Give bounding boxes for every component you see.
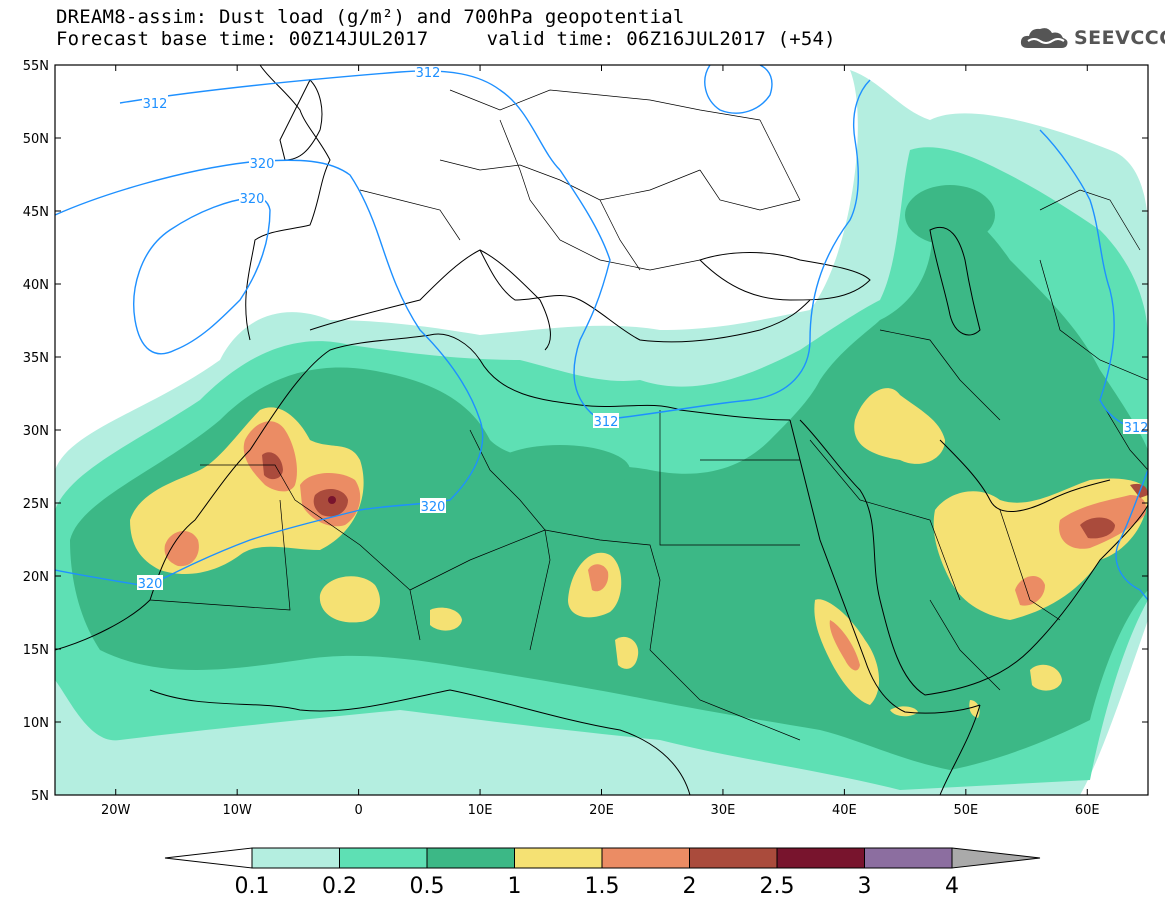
lon-tick-label: 50E <box>953 803 978 818</box>
svg-text:320: 320 <box>421 500 446 515</box>
contour-labels: 312 320 320 312 320 320 312 312 <box>137 64 1149 592</box>
colorbar-tick-label: 4 <box>945 874 959 899</box>
coastline-red-sea <box>789 419 981 714</box>
lon-tick-label: 20E <box>589 803 614 818</box>
lat-tick-label: 30N <box>23 424 49 439</box>
lat-tick-label: 50N <box>23 132 49 147</box>
contour-label: 320 <box>249 155 275 172</box>
lat-tick-label: 15N <box>23 643 49 658</box>
country-borders <box>149 89 1148 741</box>
coastline-italy <box>479 249 551 351</box>
lat-tick-label: 10N <box>23 716 49 731</box>
colorbar-over-triangle <box>951 847 1041 869</box>
map-axes: 20W 10W 0 10E 20E 30E 40E 50E 60E 55N 50N 45N 40N 35N… <box>23 59 1148 818</box>
coastline-caspian <box>929 226 981 336</box>
contour-label: 312 <box>142 95 168 112</box>
svg-text:320: 320 <box>138 577 163 592</box>
contour-label: 312 <box>1123 419 1149 436</box>
forecast-time-subtitle: Forecast base time: 00Z14JUL2017 valid t… <box>56 28 836 50</box>
lon-tick-label: 10W <box>222 803 252 818</box>
lon-tick-label: 30E <box>711 803 736 818</box>
colorbar-segment <box>514 847 603 869</box>
colorbar-tick-label: 1.5 <box>585 874 620 899</box>
lon-tick-label: 0 <box>354 803 362 818</box>
colorbar-tick-label: 0.2 <box>322 874 357 899</box>
coastline-black-sea <box>699 252 871 301</box>
colorbar-segment <box>601 847 690 869</box>
coastline-mediterranean-north <box>309 249 811 343</box>
svg-text:312: 312 <box>416 66 441 81</box>
svg-text:320: 320 <box>250 157 275 172</box>
svg-text:312: 312 <box>143 97 168 112</box>
contour-label: 320 <box>420 498 446 515</box>
seevccc-logo: SEEVCCC <box>1018 24 1165 52</box>
coastline-arabia <box>799 419 1148 696</box>
colorbar-segment <box>339 847 428 869</box>
colorbar-segment <box>251 847 340 869</box>
colorbar-tick-label: 0.1 <box>235 874 270 899</box>
contour-label: 320 <box>137 575 163 592</box>
dust-band-2 <box>262 452 283 480</box>
lon-tick-label: 10E <box>468 803 493 818</box>
lat-tick-label: 40N <box>23 278 49 293</box>
lon-tick-label: 60E <box>1075 803 1100 818</box>
colorbar: 0.1 0.2 0.5 1 1.5 2 2.5 3 4 <box>164 847 1041 899</box>
cloud-icon <box>1020 28 1068 48</box>
lat-tick-label: 25N <box>23 497 49 512</box>
colorbar-segment <box>689 847 778 869</box>
lat-tick-label: 55N <box>23 59 49 74</box>
colorbar-tick-label: 3 <box>858 874 872 899</box>
colorbar-tick-label: 0.5 <box>410 874 445 899</box>
logo-text: SEEVCCC <box>1074 27 1165 49</box>
colorbar-segment <box>426 847 515 869</box>
contour-label: 320 <box>239 190 265 207</box>
coastline-gulf <box>939 439 1111 513</box>
coastline-horn <box>939 704 981 795</box>
map-title: DREAM8-assim: Dust load (g/m²) and 700hP… <box>56 6 685 28</box>
coastline-uk <box>279 79 323 161</box>
colorbar-segment <box>864 847 953 869</box>
coastline-africa-west <box>55 333 791 651</box>
colorbar-segment <box>776 847 865 869</box>
lon-tick-label: 20W <box>101 803 131 818</box>
coastline-africa-south <box>149 689 691 795</box>
lat-tick-label: 45N <box>23 205 49 220</box>
dust-band-2.5 <box>328 496 336 504</box>
lat-tick-label: 5N <box>31 789 49 804</box>
svg-text:312: 312 <box>594 415 619 430</box>
colorbar-tick-label: 2 <box>683 874 697 899</box>
coastlines <box>55 65 1148 795</box>
coastline-europe-west <box>245 65 331 341</box>
svg-text:312: 312 <box>1124 421 1149 436</box>
contour-label: 312 <box>415 64 441 81</box>
lat-tick-label: 20N <box>23 570 49 585</box>
colorbar-under-triangle <box>164 847 253 869</box>
contour-label: 312 <box>593 413 619 430</box>
svg-text:320: 320 <box>240 192 265 207</box>
colorbar-tick-label: 2.5 <box>760 874 795 899</box>
colorbar-tick-label: 1 <box>508 874 522 899</box>
dust-field <box>55 65 1148 795</box>
lon-tick-label: 40E <box>832 803 857 818</box>
lat-tick-label: 35N <box>23 351 49 366</box>
